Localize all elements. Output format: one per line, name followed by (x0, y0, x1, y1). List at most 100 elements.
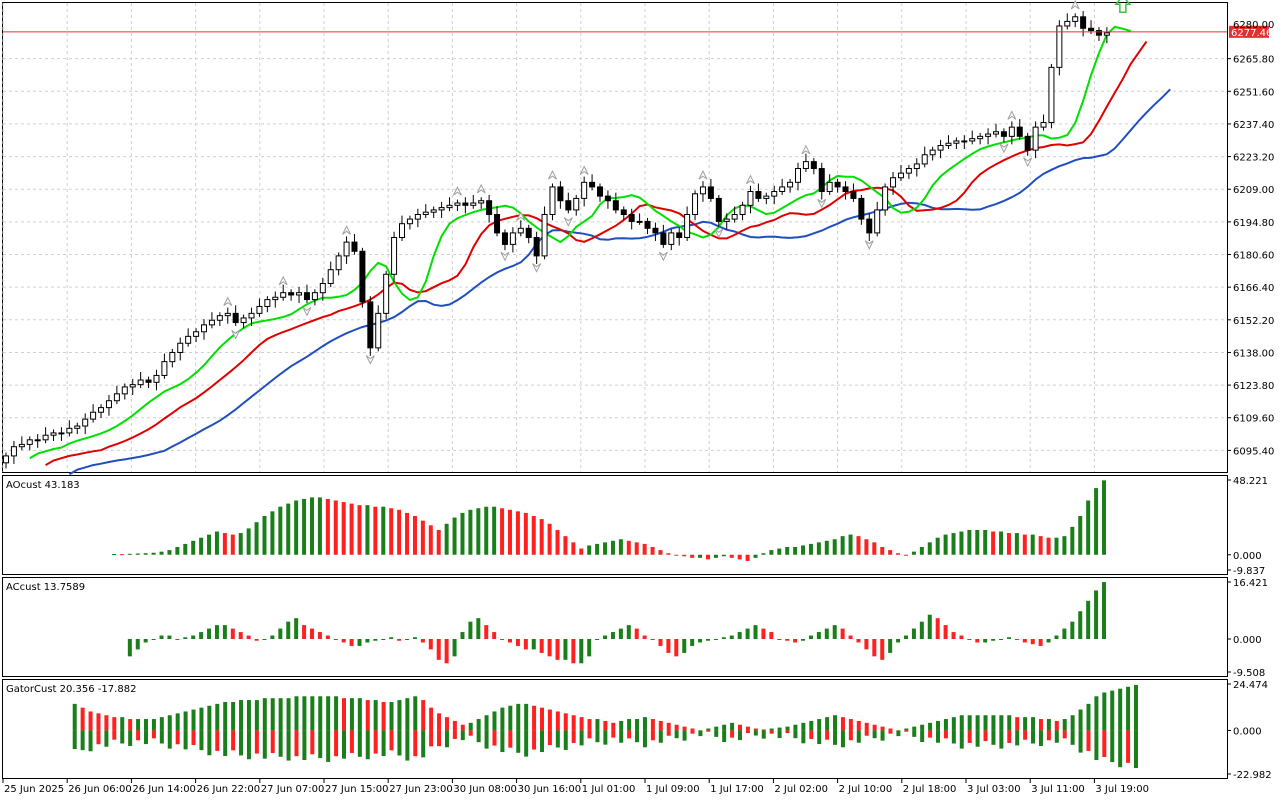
candle-body (604, 195, 611, 202)
fractal-down-icon (1023, 157, 1033, 168)
gator-lower-bar (381, 730, 386, 757)
gator-upper-bar (650, 719, 655, 731)
candle-body (1040, 122, 1047, 128)
gator-lower-bar (856, 730, 861, 743)
time-label: 1 Jul 09:00 (646, 784, 700, 795)
gator-upper-bar (801, 722, 806, 731)
histogram-bar (468, 621, 473, 639)
candle-body (1072, 16, 1079, 22)
histogram-bar (523, 638, 528, 650)
histogram-bar (246, 528, 251, 555)
candle-body (422, 211, 429, 216)
gator-pane[interactable] (2, 679, 1228, 779)
gator-upper-bar (730, 722, 735, 731)
histogram-bar (460, 632, 465, 639)
gator-lower-bar (936, 730, 940, 743)
histogram-bar (412, 637, 417, 639)
gator-lower-bar (658, 730, 663, 743)
gator-lower-bar (650, 730, 655, 741)
histogram-bar (183, 637, 188, 639)
time-label: 2 Jul 18:00 (903, 784, 957, 795)
candle-body (692, 193, 699, 216)
histogram-bar (405, 512, 410, 555)
gator-upper-bar (460, 724, 465, 731)
histogram-bar (397, 638, 402, 641)
price-tick-label: 6123.80 (1233, 381, 1274, 392)
candle-body (890, 177, 897, 188)
candle-body (834, 181, 841, 188)
gator-upper-bar (88, 711, 93, 731)
gator-lower-bar (373, 730, 378, 754)
candle-body (391, 237, 398, 275)
candle-body (501, 232, 508, 245)
histogram-bar (919, 547, 924, 555)
gator-lower-bar (1031, 730, 1036, 744)
histogram-bar (143, 553, 148, 555)
gator-lower-bar (532, 730, 537, 750)
histogram-bar (119, 554, 124, 556)
histogram-bar (310, 497, 314, 555)
ao-title: AOcust 43.183 (6, 480, 80, 491)
gator-lower-bar (690, 730, 695, 734)
candle-body (335, 255, 342, 271)
gator-upper-bar (468, 722, 473, 731)
gator-upper-bar (1126, 686, 1131, 731)
histogram-bar (389, 508, 394, 555)
histogram-bar (927, 542, 932, 555)
price-grid (2, 3, 1227, 472)
gator-lower-bar (635, 730, 640, 743)
gator-upper-bar (619, 720, 624, 731)
gator-upper-bar (334, 696, 339, 731)
gator-upper-bar (595, 719, 600, 731)
candle-body (169, 351, 176, 363)
price-pane[interactable] (2, 2, 1228, 473)
candle-body (82, 418, 89, 427)
gator-lower-bar (278, 730, 283, 757)
candle-body (850, 191, 857, 199)
ac-pane[interactable] (2, 577, 1228, 677)
histogram-bar (397, 509, 402, 555)
histogram-bar (801, 638, 806, 641)
candle-body (1088, 27, 1095, 32)
candle-body (478, 200, 485, 204)
histogram-bar (991, 531, 996, 555)
histogram-bar (1022, 638, 1027, 643)
candle-body (161, 361, 168, 376)
histogram-bar (199, 537, 204, 555)
histogram-bar (1094, 590, 1099, 639)
histogram-bar (587, 638, 592, 657)
gator-lower-bar (983, 730, 988, 742)
gator-upper-bar (714, 726, 719, 731)
gator-upper-bar (223, 701, 228, 731)
candle-body (1064, 20, 1071, 27)
gator-lower-bar (1054, 730, 1059, 743)
histogram-bar (808, 543, 813, 555)
histogram-bar (357, 505, 362, 555)
histogram-bar (325, 498, 330, 555)
gator-upper-bar (936, 720, 940, 731)
histogram-bar (967, 638, 972, 640)
gator-upper-bar (246, 700, 251, 731)
gator-lower-bar (801, 730, 806, 744)
gator-lower-bar (698, 730, 703, 737)
histogram-bar (341, 502, 346, 555)
gator-lower-bar (437, 730, 442, 747)
histogram-bar (207, 534, 212, 555)
candle-body (1016, 126, 1023, 137)
gator-upper-bar (563, 713, 568, 731)
gator-upper-bar (825, 717, 830, 731)
candle-body (58, 432, 65, 435)
candle-body (193, 331, 200, 337)
candle-body (945, 142, 952, 147)
histogram-bar (777, 638, 782, 640)
histogram-bar (127, 638, 132, 657)
ao-pane[interactable] (2, 475, 1228, 575)
histogram-bar (642, 543, 647, 555)
gator-lower-bar (745, 730, 750, 734)
gator-lower-bar (516, 730, 521, 753)
histogram-bar (975, 529, 980, 555)
candle-body (454, 202, 461, 206)
gator-upper-bar (175, 713, 180, 731)
gator-upper-bar (1102, 692, 1107, 731)
